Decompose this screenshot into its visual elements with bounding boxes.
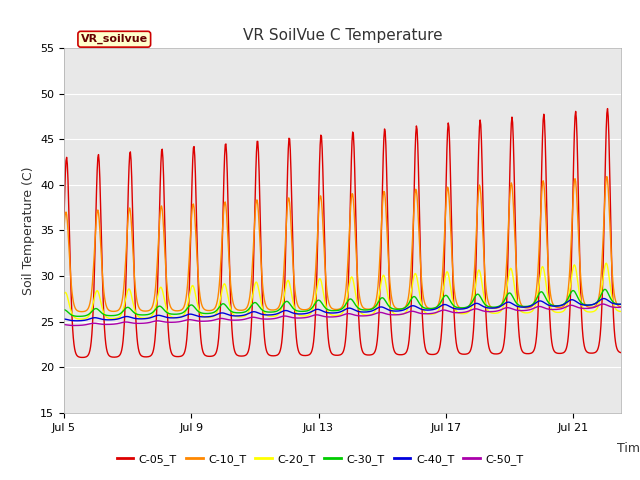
C-50_T [599,301,607,307]
C-40_T [60,316,68,322]
C-30_T [339,305,347,311]
C-05_T [436,345,444,350]
C-30_T [75,313,83,319]
C-50_T [617,304,625,310]
C-10_T [603,174,611,180]
C-30_T [371,304,379,310]
C-50_T [436,308,444,314]
C-40_T [374,305,381,311]
C-10_T [374,284,381,290]
C-05_T [79,355,86,360]
Line: C-30_T: C-30_T [64,289,621,316]
C-50_T [60,322,68,327]
C-40_T [73,318,81,324]
C-50_T [371,311,379,317]
C-05_T [617,350,625,356]
C-20_T [299,313,307,319]
Title: VR SoilVue C Temperature: VR SoilVue C Temperature [243,28,442,43]
Y-axis label: Soil Temperature (C): Soil Temperature (C) [22,166,35,295]
Line: C-05_T: C-05_T [64,108,621,358]
C-20_T [339,310,347,315]
C-20_T [202,314,210,320]
C-20_T [436,305,444,311]
C-05_T [299,352,307,358]
C-30_T [374,300,381,306]
X-axis label: Time: Time [616,442,640,455]
C-30_T [60,307,68,312]
C-05_T [339,350,347,356]
C-40_T [617,301,625,307]
C-30_T [436,301,444,307]
C-20_T [77,316,84,322]
C-30_T [202,311,210,316]
C-10_T [339,303,347,309]
C-40_T [339,308,347,314]
C-05_T [604,106,611,111]
C-40_T [436,304,444,310]
C-50_T [202,318,210,324]
C-20_T [374,299,381,305]
Line: C-10_T: C-10_T [64,177,621,312]
Line: C-40_T: C-40_T [64,299,621,321]
C-20_T [371,308,379,313]
C-40_T [202,314,210,320]
C-30_T [299,309,307,314]
Line: C-50_T: C-50_T [64,304,621,325]
C-20_T [60,291,68,297]
C-10_T [617,304,625,310]
C-50_T [71,323,79,328]
Line: C-20_T: C-20_T [64,263,621,319]
C-40_T [600,296,607,301]
C-10_T [60,226,68,231]
C-20_T [617,309,625,314]
C-30_T [601,287,609,292]
C-10_T [78,309,86,314]
C-10_T [202,307,210,313]
C-50_T [339,312,347,318]
C-50_T [374,310,381,316]
C-05_T [202,353,210,359]
Text: VR_soilvue: VR_soilvue [81,34,148,44]
C-05_T [60,217,68,223]
C-50_T [299,315,307,321]
C-40_T [299,311,307,317]
C-40_T [371,307,379,312]
C-10_T [299,307,307,312]
Legend: C-05_T, C-10_T, C-20_T, C-30_T, C-40_T, C-50_T: C-05_T, C-10_T, C-20_T, C-30_T, C-40_T, … [112,450,528,469]
C-05_T [374,331,381,336]
C-20_T [602,260,610,266]
C-10_T [436,297,444,303]
C-05_T [371,348,379,354]
C-10_T [371,301,379,307]
C-30_T [617,301,625,307]
